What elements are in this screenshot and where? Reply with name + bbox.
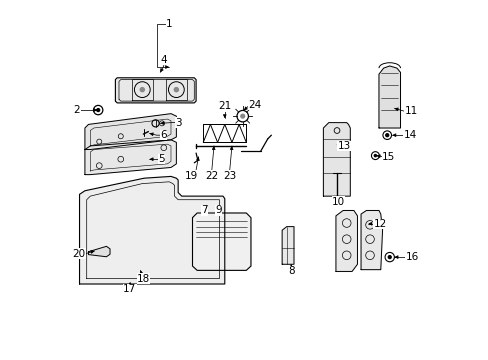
Text: 21: 21: [218, 102, 231, 112]
Circle shape: [139, 87, 145, 93]
Polygon shape: [80, 176, 224, 284]
Polygon shape: [192, 213, 250, 270]
Text: 13: 13: [337, 141, 350, 151]
Polygon shape: [85, 114, 176, 149]
Polygon shape: [88, 246, 110, 257]
Text: 10: 10: [331, 197, 345, 207]
Text: 5: 5: [158, 154, 164, 164]
Polygon shape: [335, 211, 357, 271]
Polygon shape: [85, 140, 176, 175]
Polygon shape: [115, 78, 196, 103]
Text: 14: 14: [403, 130, 416, 140]
Circle shape: [240, 114, 245, 119]
Text: 17: 17: [123, 284, 136, 294]
Text: 15: 15: [381, 152, 394, 162]
Text: 4: 4: [160, 55, 167, 65]
Polygon shape: [282, 226, 293, 264]
Polygon shape: [378, 66, 400, 128]
Circle shape: [384, 133, 388, 137]
Polygon shape: [323, 123, 349, 196]
Text: 12: 12: [373, 219, 386, 229]
Circle shape: [387, 255, 391, 259]
Text: 1: 1: [165, 19, 172, 29]
Text: 9: 9: [215, 206, 222, 216]
Text: 16: 16: [405, 252, 418, 262]
Circle shape: [173, 87, 179, 93]
Text: 2: 2: [74, 105, 80, 115]
Text: 7: 7: [201, 206, 207, 216]
Text: 19: 19: [184, 171, 198, 181]
Text: 24: 24: [247, 100, 261, 110]
Text: 11: 11: [404, 106, 417, 116]
Circle shape: [373, 154, 376, 157]
Text: 6: 6: [160, 130, 167, 140]
Text: 18: 18: [137, 274, 150, 284]
Polygon shape: [360, 211, 382, 270]
Text: 22: 22: [204, 171, 218, 181]
Text: 3: 3: [175, 118, 181, 128]
Circle shape: [96, 108, 100, 112]
Text: 20: 20: [72, 248, 85, 258]
Text: 8: 8: [287, 266, 294, 276]
Text: 23: 23: [223, 171, 236, 181]
